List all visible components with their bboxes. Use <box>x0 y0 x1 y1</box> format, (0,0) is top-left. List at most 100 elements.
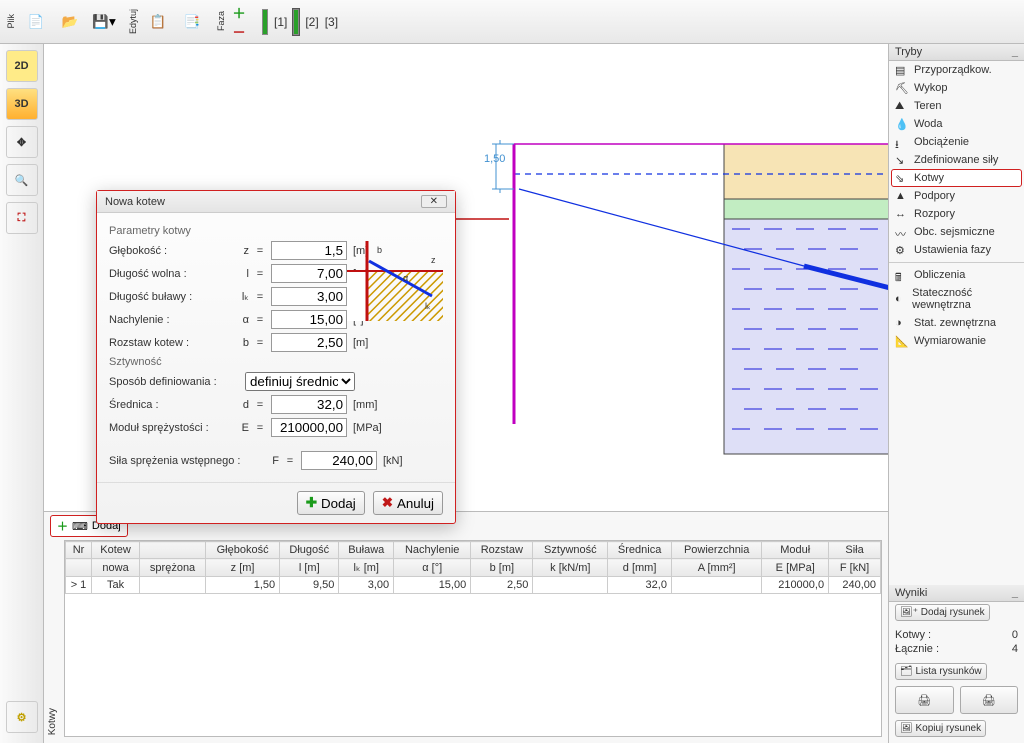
save-icon: 💾▾ <box>92 14 115 30</box>
plus-icon: ＋ <box>232 3 245 22</box>
edit-paste-button[interactable]: 📑 <box>176 4 208 40</box>
folder-open-icon: 📂 <box>62 14 79 30</box>
mode-item-seismic[interactable]: 〰Obc. sejsmiczne <box>889 223 1024 241</box>
definition-mode-select[interactable]: definiuj średnicę <box>245 372 355 391</box>
calc-item-dim[interactable]: 📐Wymiarowanie <box>889 332 1024 350</box>
menu-file-label: Plik <box>6 14 16 29</box>
phase-bar: [1] [2] [3] <box>262 9 338 35</box>
paste-icon: 📑 <box>184 14 201 30</box>
mode-label: Ustawienia fazy <box>914 244 991 256</box>
calc-item-calc[interactable]: 🖩Obliczenia <box>889 266 1024 284</box>
mode-item-anchor[interactable]: ⇘Kotwy <box>892 170 1021 186</box>
mode-label: Teren <box>914 100 942 112</box>
grid-header: Długość <box>280 542 339 559</box>
spacing-input[interactable] <box>271 333 347 352</box>
calc-label: Stateczność wewnętrzna <box>912 287 1018 311</box>
phase-add-remove[interactable]: ＋ － <box>230 6 248 38</box>
mode-item-strut[interactable]: ↔Rozpory <box>889 205 1024 223</box>
calc-label: Obliczenia <box>914 269 965 281</box>
dialog-add-button[interactable]: ✚ Dodaj <box>297 491 365 515</box>
table-row[interactable]: > 1Tak1,509,503,0015,002,5032,0210000,02… <box>66 577 881 594</box>
grid-subheader: b [m] <box>471 559 533 577</box>
force-icon: ↘ <box>895 154 909 166</box>
extents-tool-button[interactable]: ⛶ <box>6 202 38 234</box>
modulus-input[interactable] <box>271 418 347 437</box>
grid-subheader: z [m] <box>206 559 280 577</box>
grid-cell <box>140 577 206 594</box>
file-new-icon: 📄 <box>28 14 45 30</box>
mode-item-settings[interactable]: ⚙ Ustawienia fazy <box>889 241 1024 259</box>
calc-item-stab-ext[interactable]: ◑Stat. zewnętrzna <box>889 314 1024 332</box>
phase-label-2[interactable]: [2] <box>305 15 318 29</box>
grid-header: Nachylenie <box>394 542 471 559</box>
anchor-schematic-icon: b z α lₖ <box>347 241 443 321</box>
copy-icon: 📋 <box>150 14 167 30</box>
seismic-icon: 〰 <box>895 226 909 238</box>
move-tool-button[interactable]: ✥ <box>6 126 38 158</box>
minimize-icon[interactable]: _ <box>1012 46 1018 58</box>
settings-button[interactable]: ⚙ <box>6 701 38 733</box>
add-drawing-button[interactable]: 🖼⁺ Dodaj rysunek <box>895 604 990 621</box>
grid-header: Rozstaw <box>471 542 533 559</box>
keyboard-icon: ⌨ <box>72 520 88 533</box>
phase-label-1[interactable]: [1] <box>274 15 287 29</box>
view-3d-button[interactable]: 3D <box>6 88 38 120</box>
minimize-icon-2[interactable]: _ <box>1012 587 1018 599</box>
list-drawings-button[interactable]: 🗂 Lista rysunków <box>895 663 987 680</box>
grid-cell: 32,0 <box>608 577 672 594</box>
mode-item-load[interactable]: ⭳Obciążenie <box>889 133 1024 151</box>
phase-marker-2[interactable] <box>293 9 299 35</box>
top-toolbar: Plik 📄 📂 💾▾ Edytuj 📋 📑 Faza ＋ － [1] [2] … <box>0 0 1024 44</box>
copy-picture-icon: 🖼 <box>900 723 913 734</box>
modes-list: ▤Przyporządkow.⛏Wykop⛰Teren💧Woda⭳Obciąże… <box>889 61 1024 259</box>
mode-item-terrain[interactable]: ⛰Teren <box>889 97 1024 115</box>
free-length-input[interactable] <box>271 264 347 283</box>
mode-item-water[interactable]: 💧Woda <box>889 115 1024 133</box>
mode-item-support[interactable]: ▲Podpory <box>889 187 1024 205</box>
results-title: Wyniki <box>895 587 927 599</box>
mode-item-excavation[interactable]: ⛏Wykop <box>889 79 1024 97</box>
grid-header <box>140 542 206 559</box>
load-icon: ⭳ <box>895 136 909 148</box>
mode-item-layers[interactable]: ▤Przyporządkow. <box>889 61 1024 79</box>
excavation-icon: ⛏ <box>895 82 909 94</box>
picture-plus-icon: 🖼⁺ <box>900 607 918 618</box>
inclination-input[interactable] <box>271 310 347 329</box>
copy-drawing-button[interactable]: 🖼 Kopiuj rysunek <box>895 720 986 737</box>
grid-subheader: nowa <box>92 559 140 577</box>
edit-copy-button[interactable]: 📋 <box>142 4 174 40</box>
zoom-tool-button[interactable]: 🔍 <box>6 164 38 196</box>
grid-header: Głębokość <box>206 542 280 559</box>
plus-icon: ＋ <box>57 518 68 534</box>
file-new-button[interactable]: 📄 <box>20 4 52 40</box>
phase-marker-1[interactable] <box>262 9 268 35</box>
phase-label-3[interactable]: [3] <box>325 15 338 29</box>
printer-icon: 🖨 <box>982 694 996 707</box>
view-2d-button[interactable]: 2D <box>6 50 38 82</box>
settings-icon: ⚙ <box>895 244 909 256</box>
calc-item-stab-int[interactable]: ◐Stateczność wewnętrzna <box>889 284 1024 314</box>
gear-icon: ⚙ <box>17 711 27 724</box>
file-save-button[interactable]: 💾▾ <box>88 4 120 40</box>
print-button-1[interactable]: 🖨 <box>895 686 954 714</box>
mode-label: Przyporządkow. <box>914 64 992 76</box>
dialog-close-button[interactable]: ✕ <box>421 195 447 208</box>
modes-title: Tryby <box>895 46 922 58</box>
depth-input[interactable] <box>271 241 347 260</box>
anchors-grid[interactable]: NrKotewGłębokośćDługośćBuławaNachylenieR… <box>64 540 882 737</box>
diameter-input[interactable] <box>271 395 347 414</box>
bond-length-input[interactable] <box>271 287 347 306</box>
stab-ext-icon: ◑ <box>895 317 909 329</box>
grid-header: Kotew <box>92 542 140 559</box>
prestress-input[interactable] <box>301 451 377 470</box>
modes-header: Tryby _ <box>889 44 1024 61</box>
file-open-button[interactable]: 📂 <box>54 4 86 40</box>
grid-header: Moduł <box>762 542 829 559</box>
mode-item-force[interactable]: ↘Zdefiniowane siły <box>889 151 1024 169</box>
print-button-2[interactable]: 🖨 <box>960 686 1019 714</box>
grid-cell: Tak <box>92 577 140 594</box>
right-panel: Tryby _ ▤Przyporządkow.⛏Wykop⛰Teren💧Woda… <box>888 44 1024 743</box>
dim-icon: 📐 <box>895 335 909 347</box>
dialog-cancel-button[interactable]: ✖ Anuluj <box>373 491 443 515</box>
grid-cell <box>533 577 608 594</box>
